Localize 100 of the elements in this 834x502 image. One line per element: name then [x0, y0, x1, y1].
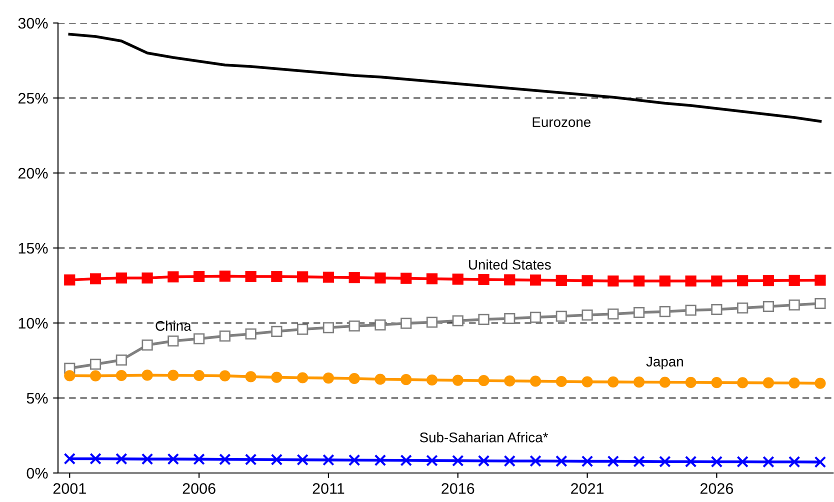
point	[607, 455, 620, 468]
series-label: China	[156, 320, 192, 331]
point	[296, 454, 308, 466]
x-tick-label: 2026	[700, 483, 734, 494]
point	[711, 376, 722, 388]
point	[556, 274, 567, 286]
point	[297, 324, 308, 335]
point	[64, 274, 76, 286]
point	[90, 273, 102, 284]
y-tick-label: 25%	[18, 92, 48, 104]
point	[452, 315, 464, 326]
point	[141, 453, 154, 465]
point	[168, 335, 179, 347]
point	[142, 272, 153, 284]
point	[633, 376, 645, 388]
point	[608, 275, 619, 287]
point	[348, 454, 360, 466]
point	[322, 322, 334, 334]
point	[633, 306, 645, 318]
point	[116, 272, 127, 284]
point	[478, 314, 490, 325]
point	[245, 371, 256, 382]
point	[788, 299, 800, 311]
point	[167, 453, 180, 465]
x-tick-label: 2011	[312, 483, 344, 494]
point	[788, 274, 800, 286]
point	[788, 456, 800, 468]
point	[530, 274, 542, 286]
point	[452, 274, 464, 285]
point	[659, 306, 670, 318]
x-tick-label: 2021	[571, 483, 604, 494]
point	[711, 304, 722, 316]
point	[270, 454, 283, 466]
point	[633, 275, 645, 287]
point	[400, 272, 412, 284]
point	[116, 370, 127, 382]
point	[684, 456, 697, 468]
point	[478, 274, 490, 286]
point	[504, 455, 516, 467]
point	[762, 274, 774, 286]
point	[142, 339, 153, 351]
point	[374, 374, 386, 385]
x-tick-label: 2001	[53, 483, 86, 494]
series-label: Sub-Saharian Africa*	[420, 432, 548, 442]
point	[581, 455, 594, 468]
point	[374, 272, 386, 284]
point	[556, 376, 567, 388]
point	[762, 377, 774, 388]
point	[685, 275, 696, 287]
point	[530, 455, 542, 467]
point	[659, 376, 670, 388]
point	[245, 270, 256, 282]
point	[168, 271, 179, 282]
point	[245, 328, 256, 340]
point	[633, 456, 645, 468]
y-tick-label: 0%	[26, 468, 48, 479]
point	[530, 312, 542, 323]
point	[556, 455, 568, 468]
point	[737, 377, 748, 388]
point	[219, 453, 231, 466]
point	[142, 370, 153, 381]
y-tick-label: 5%	[26, 392, 48, 404]
point	[737, 302, 748, 314]
point	[271, 372, 282, 383]
point	[504, 312, 516, 324]
point	[348, 272, 360, 284]
y-tick-label: 30%	[18, 18, 48, 29]
point	[426, 316, 438, 328]
point	[788, 377, 800, 389]
point	[297, 372, 308, 384]
point	[814, 378, 826, 389]
point	[271, 326, 282, 337]
point	[814, 456, 826, 468]
x-tick-label: 2016	[442, 483, 474, 494]
point	[608, 376, 619, 388]
point	[168, 370, 179, 381]
point	[685, 376, 696, 388]
point	[737, 275, 748, 286]
point	[452, 454, 464, 467]
y-tick-label: 20%	[18, 168, 48, 179]
series-label: Japan	[646, 356, 683, 370]
point	[322, 272, 334, 283]
point	[116, 354, 127, 366]
point	[374, 454, 386, 466]
point	[400, 454, 412, 466]
point	[814, 298, 826, 310]
point	[504, 375, 516, 386]
point	[608, 308, 619, 320]
point	[659, 275, 670, 287]
series-label: Eurozone	[532, 117, 591, 128]
x-tick-label: 2006	[182, 483, 216, 494]
point	[556, 310, 567, 322]
point	[478, 375, 490, 386]
point	[297, 271, 308, 282]
point	[452, 374, 464, 386]
point	[400, 318, 412, 329]
point	[64, 370, 76, 382]
point	[194, 370, 205, 382]
point	[426, 454, 438, 466]
point	[530, 376, 542, 387]
